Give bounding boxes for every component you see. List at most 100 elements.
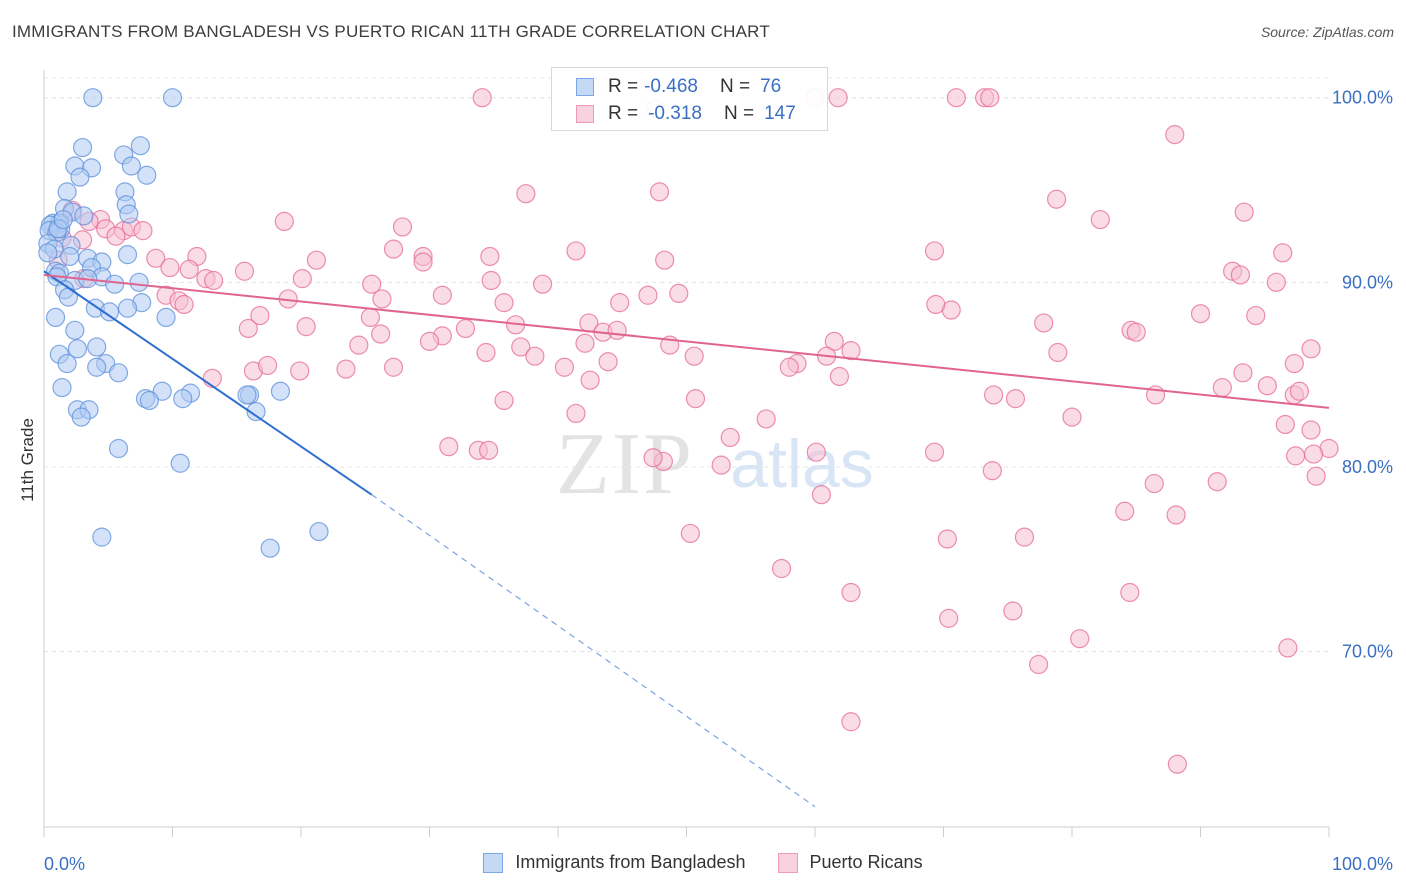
correlation-legend: R = -0.468 N = 76 R = -0.318 N = 147 bbox=[551, 67, 828, 131]
data-point bbox=[480, 246, 500, 267]
data-point bbox=[756, 409, 776, 429]
data-point bbox=[575, 333, 595, 353]
data-point bbox=[610, 293, 630, 313]
data-point bbox=[1285, 446, 1306, 466]
data-point bbox=[250, 305, 270, 326]
data-point bbox=[946, 88, 966, 108]
data-point bbox=[237, 385, 257, 405]
data-point bbox=[419, 331, 440, 352]
data-point bbox=[1266, 272, 1286, 292]
data-point bbox=[121, 156, 141, 176]
series-bangladesh bbox=[38, 88, 329, 558]
watermark: ZIP atlas bbox=[556, 416, 874, 513]
data-point bbox=[811, 485, 832, 505]
data-point bbox=[472, 88, 492, 108]
legend-r-value: -0.468 bbox=[644, 76, 698, 97]
watermark-atlas: atlas bbox=[730, 426, 874, 502]
trend-lines bbox=[43, 270, 1330, 808]
data-point bbox=[1028, 654, 1049, 675]
data-point bbox=[57, 182, 77, 202]
data-point bbox=[479, 440, 499, 460]
data-point bbox=[984, 385, 1004, 405]
legend-swatch-blue bbox=[483, 852, 504, 873]
data-point bbox=[309, 521, 329, 542]
data-point bbox=[1301, 339, 1321, 359]
data-point bbox=[174, 294, 194, 315]
data-point bbox=[1257, 376, 1277, 396]
data-point bbox=[841, 582, 861, 603]
grid-lines bbox=[44, 77, 1329, 653]
data-point bbox=[413, 252, 433, 272]
data-point bbox=[939, 608, 959, 628]
data-point bbox=[1126, 322, 1146, 342]
data-point bbox=[511, 337, 531, 357]
data-point bbox=[58, 287, 79, 307]
x-tick-label: 100.0% bbox=[1332, 854, 1393, 874]
data-point bbox=[1115, 501, 1135, 521]
data-point bbox=[1165, 125, 1185, 145]
data-point bbox=[108, 438, 129, 459]
data-point bbox=[72, 137, 93, 158]
data-point bbox=[481, 270, 501, 291]
tick-labels: 70.0% 80.0% 90.0% 100.0% 0.0% 100.0% bbox=[44, 88, 1393, 874]
trend-line-bangladesh bbox=[43, 270, 373, 496]
data-point bbox=[71, 407, 91, 427]
data-point bbox=[362, 274, 382, 294]
data-point bbox=[1301, 420, 1321, 440]
data-point bbox=[146, 248, 166, 268]
legend-item-bangladesh[interactable]: Immigrants from Bangladesh bbox=[483, 852, 746, 873]
data-point bbox=[292, 269, 312, 289]
data-point bbox=[133, 221, 153, 241]
data-point bbox=[246, 401, 266, 422]
legend-row-bangladesh: R = -0.468 N = 76 bbox=[552, 74, 781, 100]
data-point bbox=[234, 261, 255, 281]
data-point bbox=[829, 366, 850, 387]
series-legend: Immigrants from Bangladesh Puerto Ricans bbox=[0, 852, 1406, 873]
x-tick-label: 0.0% bbox=[44, 854, 85, 874]
y-tick-label: 100.0% bbox=[1332, 88, 1393, 108]
y-tick-label: 90.0% bbox=[1342, 272, 1393, 292]
data-point bbox=[1273, 243, 1293, 263]
data-point bbox=[494, 293, 514, 313]
data-point bbox=[476, 342, 496, 363]
data-point bbox=[87, 337, 107, 357]
data-point bbox=[117, 245, 138, 265]
legend-r-label: R = bbox=[608, 103, 639, 124]
data-point bbox=[1233, 363, 1253, 383]
data-point bbox=[516, 184, 536, 204]
data-point bbox=[439, 437, 459, 457]
data-point bbox=[1062, 407, 1082, 427]
data-point bbox=[117, 298, 138, 318]
data-point bbox=[1230, 265, 1250, 285]
data-point bbox=[1167, 754, 1187, 774]
data-point bbox=[680, 523, 700, 544]
y-tick-label: 70.0% bbox=[1342, 642, 1393, 662]
data-point bbox=[982, 461, 1002, 481]
chart-title: IMMIGRANTS FROM BANGLADESH VS PUERTO RIC… bbox=[12, 22, 770, 41]
data-point bbox=[170, 453, 190, 473]
data-point bbox=[1234, 202, 1254, 222]
data-point bbox=[1278, 638, 1298, 658]
legend-r-value: -0.318 bbox=[648, 103, 702, 124]
data-point bbox=[1003, 601, 1023, 621]
legend-n-value: 76 bbox=[760, 76, 782, 97]
data-point bbox=[137, 165, 157, 185]
data-point bbox=[806, 442, 826, 462]
data-point bbox=[926, 294, 946, 315]
data-point bbox=[83, 88, 103, 108]
data-point bbox=[1046, 189, 1067, 209]
legend-n-value: 147 bbox=[764, 103, 796, 124]
data-point bbox=[1070, 629, 1090, 649]
legend-item-puerto-ricans[interactable]: Puerto Ricans bbox=[777, 852, 923, 873]
data-point bbox=[1246, 305, 1266, 326]
data-point bbox=[1014, 527, 1035, 547]
data-point bbox=[160, 257, 180, 278]
data-point bbox=[566, 403, 586, 424]
trend-line-puerto-ricans bbox=[43, 273, 1330, 409]
data-point bbox=[1289, 381, 1310, 401]
legend-r-label: R = bbox=[608, 76, 639, 97]
data-point bbox=[841, 341, 861, 361]
data-point bbox=[494, 390, 514, 411]
data-point bbox=[45, 307, 66, 328]
